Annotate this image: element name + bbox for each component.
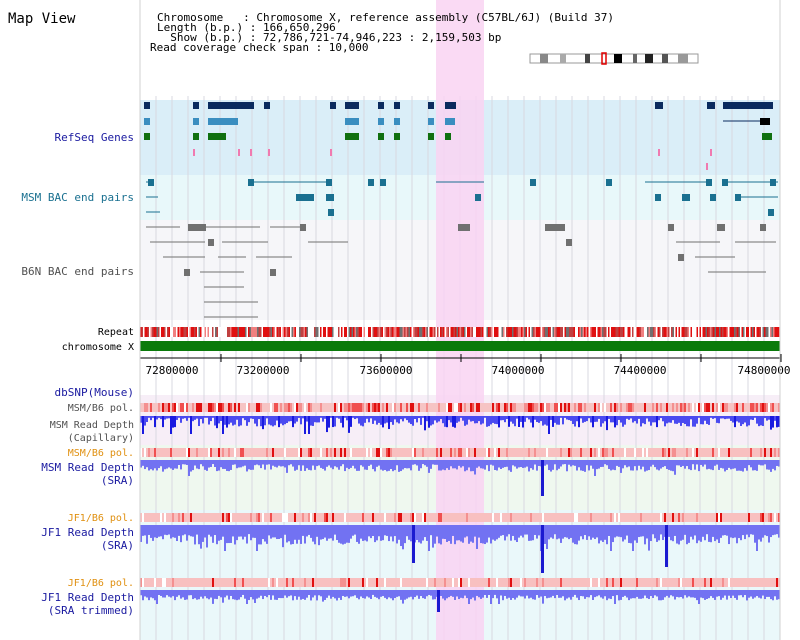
axis-tick-label: 74400000 [614,364,667,377]
msm-depth-capillary-track[interactable] [140,416,780,434]
coordinate-axis: 72800000 73200000 73600000 74000000 74400000… [139,354,791,377]
label-msm-depth-cap-2: (Capillary) [68,433,134,444]
label-jf1-depth-trim-2: (SRA trimmed) [48,604,134,617]
info-show: Show (b.p.) : 72,786,721-74,946,223 : 2,… [157,31,501,44]
jf1-depth-trimmed-track[interactable] [140,590,780,612]
label-jf1-depth-sra-1: JF1 Read Depth [41,526,134,539]
repeat-track[interactable] [140,327,781,337]
ideogram-position-marker [601,52,607,65]
msm-depth-sra-track[interactable] [140,460,780,496]
info-chromosome: Chromosome : Chromosome X, reference ass… [157,11,614,24]
label-msm-depth-sra-1: MSM Read Depth [41,461,134,474]
axis-tick-label: 74800000 [738,364,791,377]
msm-b6-pol-track-1[interactable] [140,403,780,412]
label-refseq-genes: RefSeq Genes [55,131,134,144]
label-jf1-b6-pol-1: JF1/B6 pol. [68,513,134,524]
label-dbsnp: dbSNP(Mouse) [55,386,134,399]
label-repeat: Repeat [98,327,134,338]
info-length: Length (b.p.) : 166,650,296 [157,21,336,34]
label-msm-b6-pol-1: MSM/B6 pol. [68,403,134,414]
axis-tick-label: 73200000 [237,364,290,377]
refseq-track[interactable] [144,102,773,170]
jf1-b6-pol-track-1[interactable] [140,513,780,522]
b6n-bac-track[interactable] [146,224,776,318]
label-jf1-b6-pol-2: JF1/B6 pol. [68,578,134,589]
msm-b6-pol-track-2[interactable] [140,448,780,457]
label-panel [0,0,140,640]
label-chromosome: chromosome X [62,342,134,353]
axis-tick-label: 72800000 [146,364,199,377]
jf1-depth-sra-track[interactable] [140,525,780,573]
label-msm-b6-pol-2: MSM/B6 pol. [68,448,134,459]
view-title: Map View [8,11,76,27]
chromosome-bar[interactable] [140,341,780,351]
axis-tick-label: 73600000 [360,364,413,377]
msm-bac-track[interactable] [146,179,778,216]
chromosome-ideogram[interactable] [529,52,699,65]
info-coverage-span: Read coverage check span : 10,000 [150,41,369,54]
label-jf1-depth-trim-1: JF1 Read Depth [41,591,134,604]
jf1-b6-pol-track-2[interactable] [140,578,780,587]
label-msm-depth-sra-2: (SRA) [101,474,134,487]
label-b6n-bac: B6N BAC end pairs [21,265,134,278]
label-jf1-depth-sra-2: (SRA) [101,539,134,552]
axis-tick-label: 74000000 [492,364,545,377]
label-msm-bac: MSM BAC end pairs [21,191,134,204]
label-msm-depth-cap-1: MSM Read Depth [50,420,134,431]
